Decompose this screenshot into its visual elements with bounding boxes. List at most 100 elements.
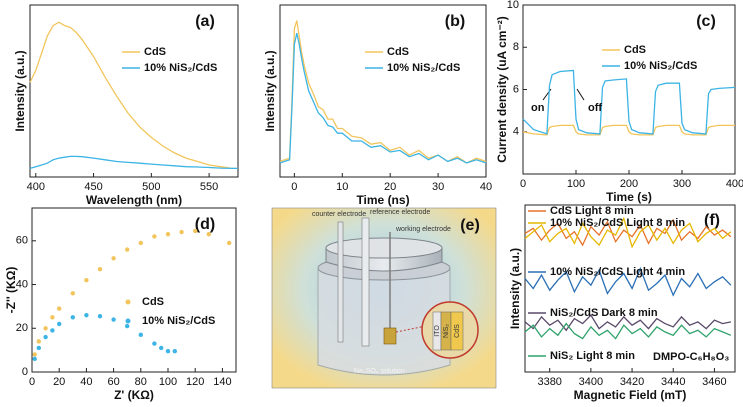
x-tick-label: 500 [142, 181, 160, 193]
point [97, 314, 103, 319]
x-tick-label: 0 [291, 181, 297, 193]
point [50, 328, 55, 333]
x-tick-label: 400 [726, 178, 743, 190]
plot-frame [29, 4, 239, 178]
reference-electrode [361, 217, 370, 347]
x-tick-label: 120 [186, 376, 204, 388]
series-line [524, 216, 732, 249]
series-line [524, 314, 732, 332]
sample [383, 327, 397, 345]
point [70, 291, 76, 296]
point [32, 356, 37, 362]
diagram-label: working electrode [395, 226, 451, 233]
series-line [522, 124, 735, 136]
x-tick-label: 140 [213, 376, 231, 388]
point [165, 232, 171, 237]
x-axis-title: Magnetic Field (mT) [574, 388, 687, 402]
plot-frame [279, 4, 487, 178]
legend-label: 10% NiS₂/CdS [624, 60, 697, 72]
legend-label: NiS₂ Light 8 min [550, 350, 635, 362]
point [43, 326, 48, 331]
x-tick-label: 10 [336, 181, 348, 193]
x-tick-label: 0 [29, 376, 35, 388]
x-tick-label: 3380 [537, 376, 561, 388]
panel-label: (b) [445, 13, 465, 30]
y-tick-label: 10 [507, 0, 519, 11]
point [84, 312, 89, 318]
legend-marker [125, 299, 131, 305]
x-tick-label: 0 [520, 178, 526, 190]
x-tick-label: 3400 [579, 376, 603, 388]
x-tick-label: 3440 [661, 376, 685, 388]
inset-label: NiS₂ [443, 324, 450, 338]
diagram-label: Na₂SO₄ solution [354, 368, 405, 375]
legend-label: CdS [142, 296, 164, 308]
y-axis-title: Intensity (a.u.) [508, 248, 522, 329]
panel-label: (f) [704, 212, 720, 229]
zoom-line [395, 325, 427, 333]
legend-label: 10% NiS₂/CdS [387, 62, 460, 74]
point [227, 240, 232, 246]
inset-label: CdS [454, 324, 461, 338]
legend-marker [125, 318, 131, 324]
point [70, 315, 76, 320]
point [179, 229, 184, 235]
y-axis-title: Intensity (a.u.) [13, 50, 27, 131]
panel-label: (a) [195, 13, 215, 30]
inset-label: ITO [434, 325, 441, 337]
y-tick-label: 60 [16, 235, 28, 247]
y-axis-title: -Z'' (KΩ) [4, 267, 18, 314]
legend-label: CdS [624, 44, 646, 56]
point [206, 232, 211, 237]
annotation: DMPO-C₆H₈O₃ [653, 351, 729, 363]
diagram-label: counter electrode [312, 211, 366, 218]
point [50, 315, 55, 320]
point [165, 349, 171, 354]
y-tick-label: 40 [16, 278, 28, 290]
point [125, 323, 130, 329]
point [57, 321, 62, 327]
point [32, 352, 37, 357]
annotation: off [588, 102, 602, 114]
y-tick-label: 6 [513, 83, 519, 95]
x-tick-label: 20 [53, 376, 65, 388]
point [152, 234, 157, 239]
plot-frame [31, 207, 237, 373]
point [172, 349, 177, 354]
panel-label: (e) [460, 217, 480, 234]
point [138, 332, 143, 338]
point [36, 345, 41, 351]
legend-label: 10% NiS₂/CdS [144, 62, 217, 74]
cds-layer [450, 311, 464, 351]
x-axis-title: Time (s) [606, 190, 652, 204]
legend-label: NiS₂/CdS Dark 8 min [550, 307, 658, 319]
diagram-label: reference electrode [370, 209, 430, 216]
x-tick-label: 200 [620, 178, 638, 190]
point [159, 345, 164, 351]
y-tick-label: 4 [513, 126, 519, 138]
y-tick-label: 20 [16, 322, 28, 334]
point [57, 306, 62, 311]
legend-label: CdS [387, 46, 409, 58]
point [138, 240, 143, 246]
series-line [522, 69, 736, 135]
x-tick-label: 40 [480, 181, 492, 193]
x-tick-label: 100 [159, 376, 177, 388]
point [152, 341, 157, 346]
panel-label: (c) [696, 13, 716, 30]
legend-label: 10% NiS₂/CdS Light 8 min [550, 217, 685, 229]
series-line [524, 322, 732, 340]
x-axis-title: Z' (KΩ) [114, 388, 154, 402]
panel-e: counter electrode reference electrode wo… [271, 207, 497, 389]
x-axis-title: Wavelength (nm) [86, 193, 182, 207]
y-tick-label: 8 [513, 41, 519, 53]
point [84, 277, 89, 283]
x-tick-label: 450 [84, 181, 102, 193]
x-tick-label: 550 [200, 181, 218, 193]
x-tick-label: 3460 [702, 376, 726, 388]
series-line [29, 21, 238, 170]
panel-label: (d) [195, 216, 215, 233]
point [111, 256, 116, 261]
legend-label: CdS Light 8 min [550, 205, 634, 217]
